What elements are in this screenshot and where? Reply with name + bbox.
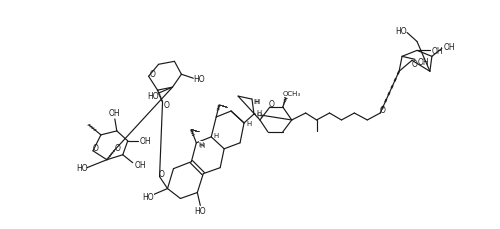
Text: H: H <box>198 141 204 147</box>
Text: O: O <box>164 100 170 109</box>
Text: O: O <box>150 69 156 78</box>
Text: H: H <box>256 109 262 115</box>
Text: H: H <box>256 112 262 118</box>
Text: HO: HO <box>396 27 407 36</box>
Text: H: H <box>214 132 219 138</box>
Text: O: O <box>269 99 275 108</box>
Text: HO: HO <box>76 164 88 172</box>
Text: OH: OH <box>135 161 146 169</box>
Text: O: O <box>93 144 99 153</box>
Text: OH: OH <box>444 43 456 52</box>
Text: H: H <box>254 99 260 105</box>
Text: H: H <box>254 99 258 105</box>
Text: HO: HO <box>194 206 206 215</box>
Text: OH: OH <box>432 47 444 56</box>
Text: OH: OH <box>140 137 151 146</box>
Text: O: O <box>115 144 120 153</box>
Text: H: H <box>246 120 252 126</box>
Text: OCH₃: OCH₃ <box>282 91 301 97</box>
Text: OH: OH <box>417 57 429 67</box>
Text: HO: HO <box>142 192 154 201</box>
Text: HO: HO <box>194 74 205 83</box>
Text: O: O <box>412 60 418 68</box>
Text: OH: OH <box>109 108 120 117</box>
Text: HO: HO <box>147 91 158 100</box>
Text: O: O <box>380 105 385 114</box>
Text: O: O <box>158 169 164 178</box>
Text: H: H <box>200 142 205 148</box>
